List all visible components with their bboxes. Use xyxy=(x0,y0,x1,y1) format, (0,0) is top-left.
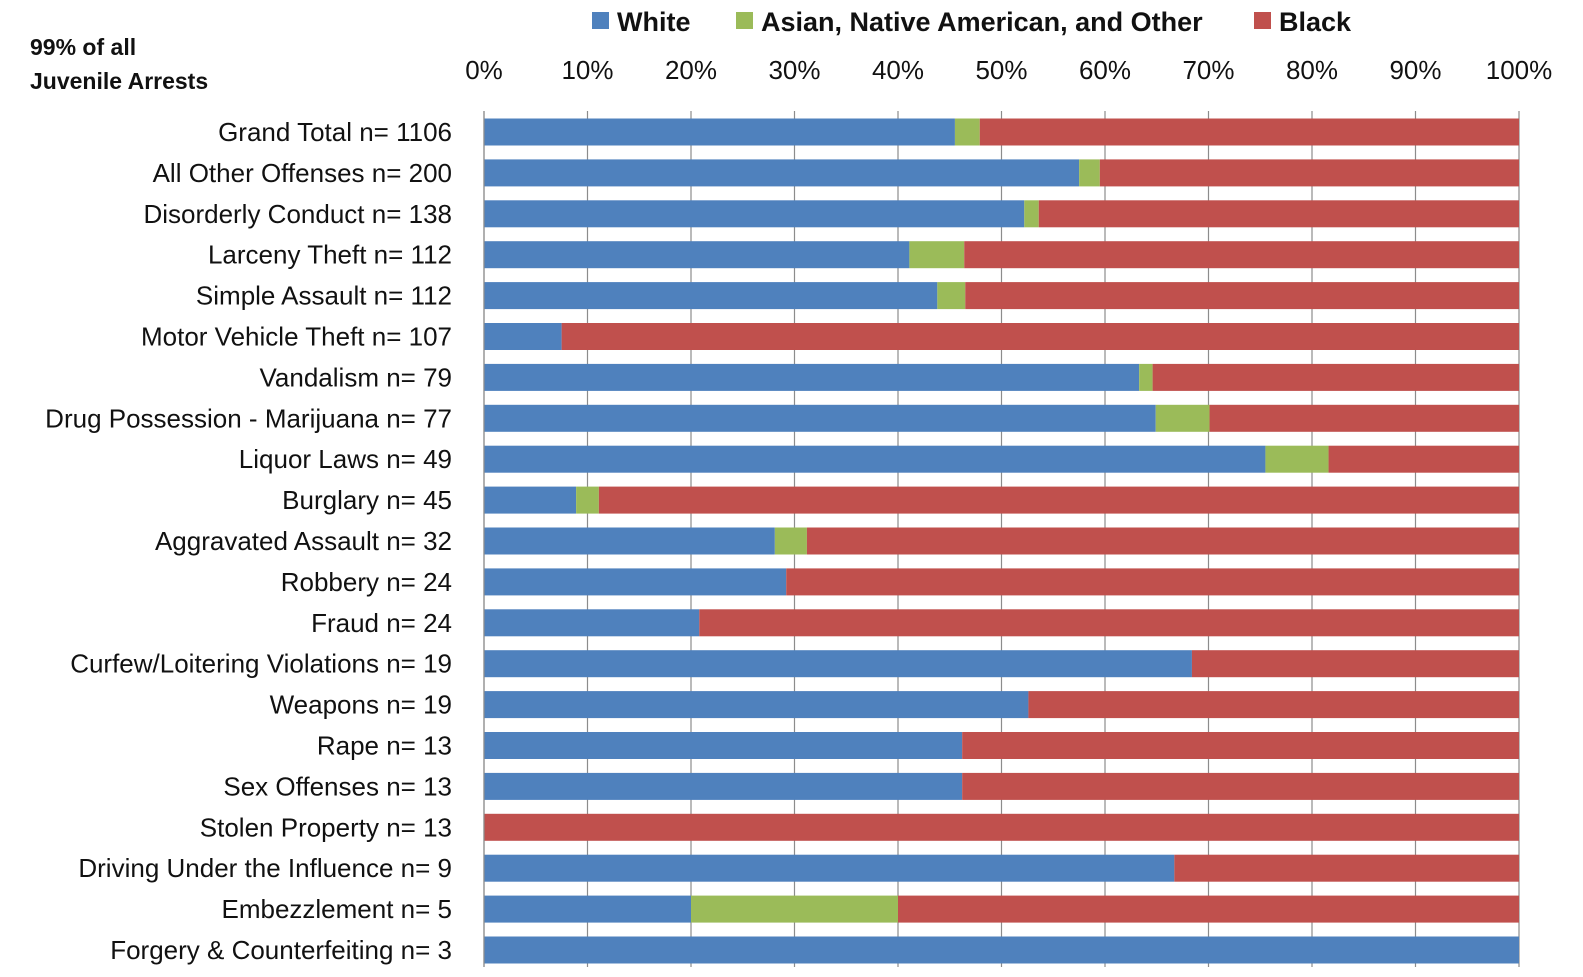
category-label: Driving Under the Influence n= 9 xyxy=(78,853,452,883)
bar-segment-black xyxy=(962,732,1519,759)
bar-segment-black xyxy=(1174,855,1519,882)
x-tick-label: 60% xyxy=(1079,55,1131,85)
x-tick-label: 20% xyxy=(665,55,717,85)
bar-segment-asian xyxy=(691,896,898,923)
bar-segment-black xyxy=(599,487,1519,514)
bar-segment-black xyxy=(1028,691,1519,718)
category-label: Rape n= 13 xyxy=(317,731,452,761)
bar-segment-asian xyxy=(775,528,807,555)
category-label: Robbery n= 24 xyxy=(281,567,452,597)
x-tick-label: 90% xyxy=(1389,55,1441,85)
bar-segment-black xyxy=(562,323,1519,350)
category-label: Burglary n= 45 xyxy=(282,485,452,515)
bar-segment-asian xyxy=(1079,159,1100,186)
legend-label: White xyxy=(617,7,691,37)
bar-segment-black xyxy=(1100,159,1519,186)
bar-segment-black xyxy=(786,568,1519,595)
x-tick-label: 70% xyxy=(1182,55,1234,85)
bar-segment-white xyxy=(484,609,699,636)
x-tick-label: 100% xyxy=(1486,55,1553,85)
category-label: Fraud n= 24 xyxy=(311,608,452,638)
category-label: Liquor Laws n= 49 xyxy=(239,444,452,474)
bar-segment-white xyxy=(484,773,962,800)
x-tick-label: 30% xyxy=(768,55,820,85)
bar-segment-black xyxy=(1153,364,1519,391)
legend-swatch xyxy=(1254,12,1271,29)
bar-segment-white xyxy=(484,364,1139,391)
bar-segment-black xyxy=(1210,405,1519,432)
x-tick-label: 80% xyxy=(1286,55,1338,85)
category-label: Motor Vehicle Theft n= 107 xyxy=(141,322,452,352)
category-label: Curfew/Loitering Violations n= 19 xyxy=(70,649,452,679)
bar-segment-asian xyxy=(1024,200,1038,227)
category-label: Sex Offenses n= 13 xyxy=(223,771,452,801)
bar-segment-white xyxy=(484,855,1174,882)
category-label: Embezzlement n= 5 xyxy=(221,894,452,924)
bar-segment-asian xyxy=(955,119,980,146)
category-label: Larceny Theft n= 112 xyxy=(208,240,452,270)
bar-segment-white xyxy=(484,487,576,514)
bar-segment-white xyxy=(484,282,937,309)
bar-segment-black xyxy=(980,119,1519,146)
bar-segment-white xyxy=(484,650,1192,677)
bar-segment-black xyxy=(699,609,1519,636)
x-tick-label: 50% xyxy=(975,55,1027,85)
category-label: Vandalism n= 79 xyxy=(260,362,452,392)
bar-segment-white xyxy=(484,119,955,146)
bar-segment-white xyxy=(484,568,786,595)
category-label: Drug Possession - Marijuana n= 77 xyxy=(45,403,452,433)
category-label: Stolen Property n= 13 xyxy=(200,812,452,842)
bar-segment-black xyxy=(962,773,1519,800)
bar-segment-black xyxy=(898,896,1519,923)
bar-segment-black xyxy=(1329,446,1519,473)
bar-segment-white xyxy=(484,241,909,268)
bar-segment-asian xyxy=(937,282,965,309)
bar-segment-asian xyxy=(576,487,599,514)
category-label: All Other Offenses n= 200 xyxy=(153,158,452,188)
bar-segment-asian xyxy=(1139,364,1152,391)
bar-segment-white xyxy=(484,732,962,759)
legend-swatch xyxy=(592,12,609,29)
category-label: Aggravated Assault n= 32 xyxy=(155,526,452,556)
bar-segment-white xyxy=(484,200,1024,227)
bar-segment-asian xyxy=(1156,405,1210,432)
bar-segment-white xyxy=(484,323,562,350)
bar-segment-asian xyxy=(1265,446,1328,473)
bar-segment-black xyxy=(965,282,1519,309)
legend-swatch xyxy=(736,12,753,29)
x-tick-label: 10% xyxy=(561,55,613,85)
category-label: Disorderly Conduct n= 138 xyxy=(143,199,452,229)
bar-segment-white xyxy=(484,896,691,923)
bar-segment-black xyxy=(1039,200,1519,227)
bar-segment-black xyxy=(484,814,1519,841)
bar-segment-black xyxy=(1192,650,1519,677)
legend-label: Black xyxy=(1279,7,1352,37)
bar-segment-black xyxy=(807,528,1519,555)
category-label: Weapons n= 19 xyxy=(270,690,452,720)
bar-segment-white xyxy=(484,159,1079,186)
bar-segment-white xyxy=(484,405,1156,432)
category-label: Grand Total n= 1106 xyxy=(218,117,452,147)
bar-segment-black xyxy=(964,241,1519,268)
legend-label: Asian, Native American, and Other xyxy=(761,7,1203,37)
category-label: Forgery & Counterfeiting n= 3 xyxy=(110,935,452,965)
bar-segment-white xyxy=(484,691,1028,718)
bar-segment-white xyxy=(484,528,775,555)
x-tick-label: 40% xyxy=(872,55,924,85)
x-tick-label: 0% xyxy=(465,55,503,85)
category-label: Simple Assault n= 112 xyxy=(196,281,452,311)
bar-segment-asian xyxy=(909,241,964,268)
bar-segment-white xyxy=(484,937,1519,964)
bar-segment-white xyxy=(484,446,1265,473)
